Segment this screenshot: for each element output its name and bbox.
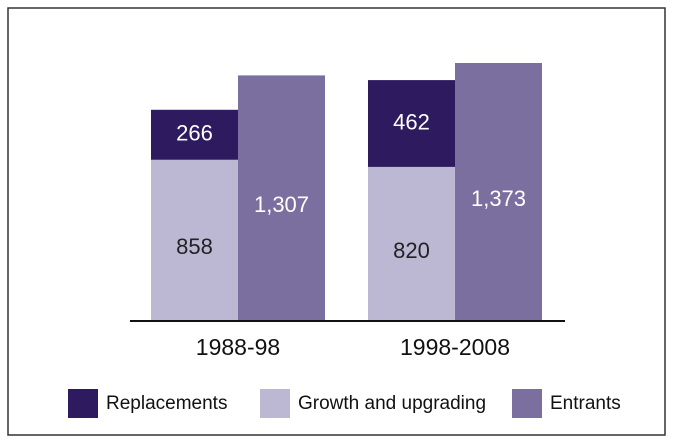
data-label: 266 bbox=[176, 121, 213, 146]
legend-swatch bbox=[512, 389, 542, 418]
bar bbox=[238, 75, 325, 321]
legend-swatch bbox=[68, 389, 98, 418]
bar-segment bbox=[151, 109, 238, 160]
legend-label: Replacements bbox=[106, 393, 227, 414]
legend-label: Entrants bbox=[550, 393, 621, 414]
legend-swatch bbox=[260, 389, 290, 418]
bar-segment bbox=[151, 159, 238, 321]
data-label: 820 bbox=[393, 238, 430, 263]
bar-segment bbox=[368, 80, 455, 167]
frame bbox=[7, 7, 666, 436]
data-label: 1,373 bbox=[471, 186, 526, 211]
x-tick-label: 1998-2008 bbox=[400, 334, 510, 360]
x-tick-label: 1988-98 bbox=[196, 334, 280, 360]
data-label: 462 bbox=[393, 109, 430, 134]
bar-segment bbox=[368, 166, 455, 321]
data-label: 858 bbox=[176, 234, 213, 259]
bar bbox=[455, 63, 542, 321]
data-label: 1,307 bbox=[254, 192, 309, 217]
legend-label: Growth and upgrading bbox=[298, 393, 486, 414]
